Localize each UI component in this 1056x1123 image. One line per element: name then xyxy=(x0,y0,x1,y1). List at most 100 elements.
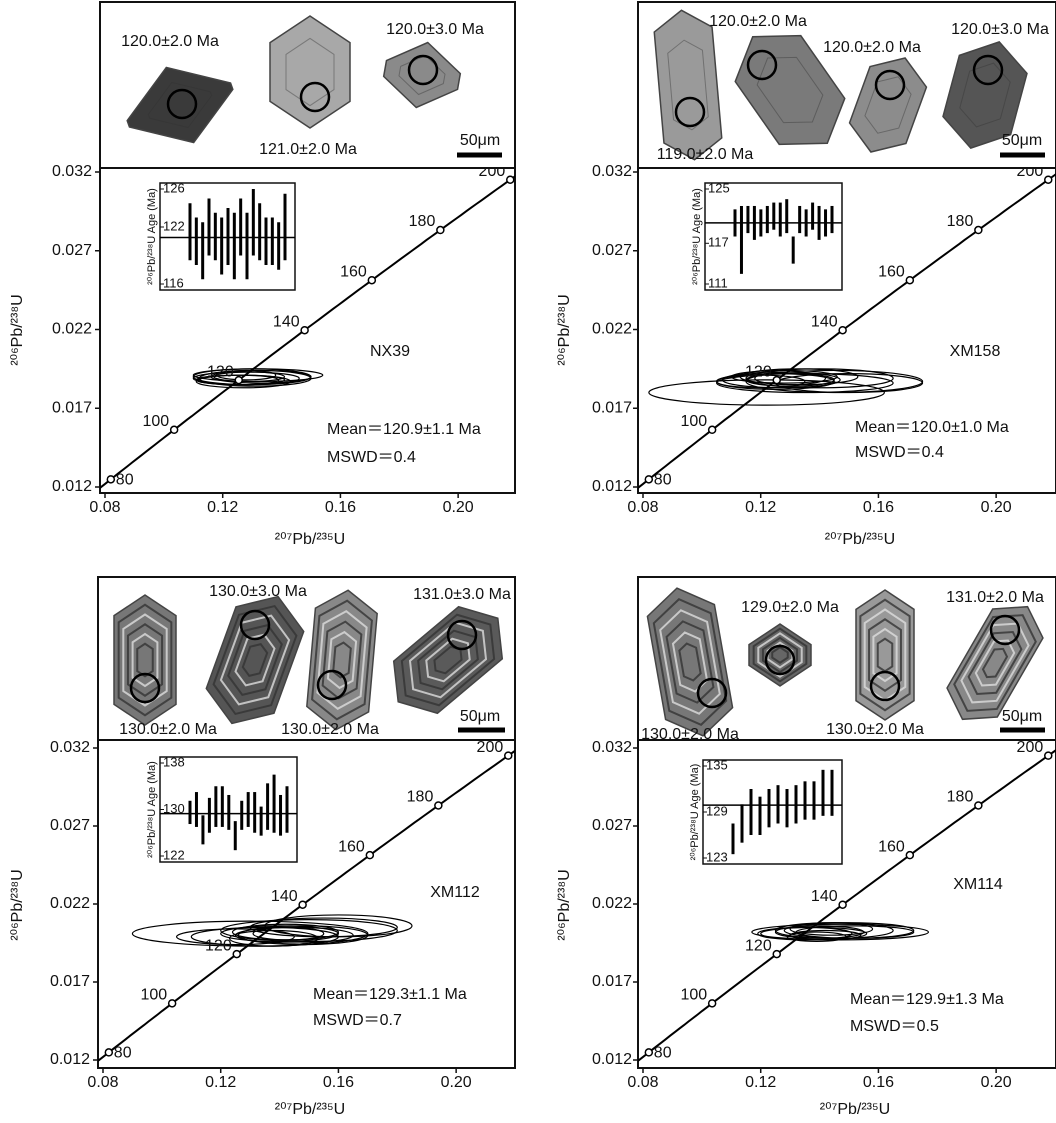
mswd: MSWD＝0.7 xyxy=(313,1012,402,1029)
y-tick-label: 0.027 xyxy=(592,817,632,834)
grain-age-label: 130.0±2.0 Ma xyxy=(826,721,924,738)
age-marker xyxy=(839,901,846,908)
x-tick-label: 0.20 xyxy=(981,1074,1012,1091)
age-marker xyxy=(505,752,512,759)
mean-age: Mean＝120.9±1.1 Ma xyxy=(327,421,481,438)
age-marker xyxy=(773,951,780,958)
grain-age-label: 131.0±2.0 Ma xyxy=(946,589,1044,606)
x-tick-label: 0.20 xyxy=(443,499,474,516)
inset-y-tick-label: 138 xyxy=(163,754,185,769)
x-tick-label: 0.12 xyxy=(205,1074,236,1091)
scale-bar-label: 50μm xyxy=(1002,708,1042,725)
age-marker-label: 140 xyxy=(271,888,298,905)
page: 120.0±2.0 Ma121.0±2.0 Ma120.0±3.0 Ma50μm… xyxy=(0,0,1056,1123)
age-marker xyxy=(1045,176,1052,183)
age-marker xyxy=(773,377,780,384)
age-marker-label: 100 xyxy=(680,987,707,1004)
age-marker-label: 160 xyxy=(340,263,367,280)
mean-age: Mean＝129.3±1.1 Ma xyxy=(313,986,467,1003)
age-marker xyxy=(645,476,652,483)
inset-y-tick-label: 117 xyxy=(708,235,729,250)
age-marker-label: 80 xyxy=(654,472,672,489)
age-marker-label: 180 xyxy=(947,789,974,806)
inset-y-tick-label: 125 xyxy=(708,180,730,195)
mswd: MSWD＝0.5 xyxy=(850,1018,939,1035)
age-marker xyxy=(906,852,913,859)
grain-age-label: 120.0±2.0 Ma xyxy=(709,13,807,30)
x-tick-label: 0.08 xyxy=(627,499,658,516)
x-axis-label: ²⁰⁷Pb/²³⁵U xyxy=(825,531,895,548)
y-tick-label: 0.032 xyxy=(592,739,632,756)
age-marker-label: 80 xyxy=(114,1045,132,1062)
age-marker-label: 100 xyxy=(140,987,167,1004)
y-tick-label: 0.022 xyxy=(50,895,90,912)
age-marker-label: 120 xyxy=(207,363,234,380)
age-marker xyxy=(299,901,306,908)
y-tick-label: 0.032 xyxy=(592,163,632,180)
age-marker xyxy=(366,852,373,859)
sample-name: XM158 xyxy=(950,343,1001,360)
concordia-curve xyxy=(72,726,551,1082)
age-marker xyxy=(839,327,846,334)
inset-y-tick-label: 123 xyxy=(706,849,728,864)
age-marker xyxy=(1045,752,1052,759)
age-marker-label: 120 xyxy=(745,363,772,380)
age-marker-label: 180 xyxy=(947,213,974,230)
x-tick-label: 0.08 xyxy=(89,499,120,516)
age-marker xyxy=(233,951,240,958)
age-marker xyxy=(435,802,442,809)
y-tick-label: 0.032 xyxy=(52,163,92,180)
y-axis-label: ²⁰⁶Pb/²³⁸U xyxy=(556,294,573,365)
sample-name: XM114 xyxy=(953,876,1003,893)
x-tick-label: 0.12 xyxy=(745,1074,776,1091)
inset-y-label: ²⁰⁶Pb/²³⁸U Age (Ma) xyxy=(689,764,701,861)
y-tick-label: 0.022 xyxy=(52,321,92,338)
age-marker xyxy=(709,426,716,433)
age-marker xyxy=(301,327,308,334)
y-tick-label: 0.022 xyxy=(592,321,632,338)
x-tick-label: 0.20 xyxy=(981,499,1012,516)
grain-age-label: 130.0±2.0 Ma xyxy=(281,721,379,738)
inset-y-tick-label: 122 xyxy=(163,847,185,862)
age-marker-label: 140 xyxy=(811,888,838,905)
y-tick-label: 0.032 xyxy=(50,739,90,756)
age-marker-label: 120 xyxy=(745,937,772,954)
inset-y-label: ²⁰⁶Pb/²³⁸U Age (Ma) xyxy=(146,188,158,285)
x-tick-label: 0.16 xyxy=(863,1074,894,1091)
x-axis-label: ²⁰⁷Pb/²³⁵U xyxy=(275,531,345,548)
figure: 120.0±2.0 Ma121.0±2.0 Ma120.0±3.0 Ma50μm… xyxy=(0,0,1056,1123)
zircon-grain xyxy=(653,8,724,162)
zircon-grain xyxy=(114,595,176,725)
grain-age-label: 120.0±2.0 Ma xyxy=(121,33,219,50)
age-marker xyxy=(169,1000,176,1007)
age-marker xyxy=(645,1049,652,1056)
x-tick-label: 0.08 xyxy=(87,1074,118,1091)
x-tick-label: 0.08 xyxy=(627,1074,658,1091)
grain-age-label: 119.0±2.0 Ma xyxy=(657,146,754,163)
age-marker xyxy=(235,377,242,384)
mean-age: Mean＝129.9±1.3 Ma xyxy=(850,991,1004,1008)
y-axis-label: ²⁰⁶Pb/²³⁸U xyxy=(9,294,26,365)
inset-y-tick-label: 135 xyxy=(706,757,728,772)
age-marker-label: 80 xyxy=(654,1045,672,1062)
age-marker xyxy=(975,802,982,809)
age-marker-label: 160 xyxy=(878,263,905,280)
age-marker-label: 200 xyxy=(477,739,504,756)
age-marker-label: 140 xyxy=(811,313,838,330)
grain-age-label: 120.0±2.0 Ma xyxy=(823,39,921,56)
zircon-grain xyxy=(305,588,379,733)
age-marker-label: 200 xyxy=(1017,739,1044,756)
age-marker-label: 140 xyxy=(273,313,300,330)
age-marker xyxy=(171,426,178,433)
y-tick-label: 0.027 xyxy=(592,242,632,259)
age-marker xyxy=(105,1049,112,1056)
x-tick-label: 0.16 xyxy=(863,499,894,516)
x-tick-label: 0.16 xyxy=(323,1074,354,1091)
y-tick-label: 0.017 xyxy=(52,399,92,416)
age-marker xyxy=(368,277,375,284)
mean-age: Mean＝120.0±1.0 Ma xyxy=(855,419,1009,436)
age-marker xyxy=(975,227,982,234)
mswd: MSWD＝0.4 xyxy=(855,444,944,461)
age-marker-label: 100 xyxy=(680,413,707,430)
y-tick-label: 0.012 xyxy=(592,1051,632,1068)
